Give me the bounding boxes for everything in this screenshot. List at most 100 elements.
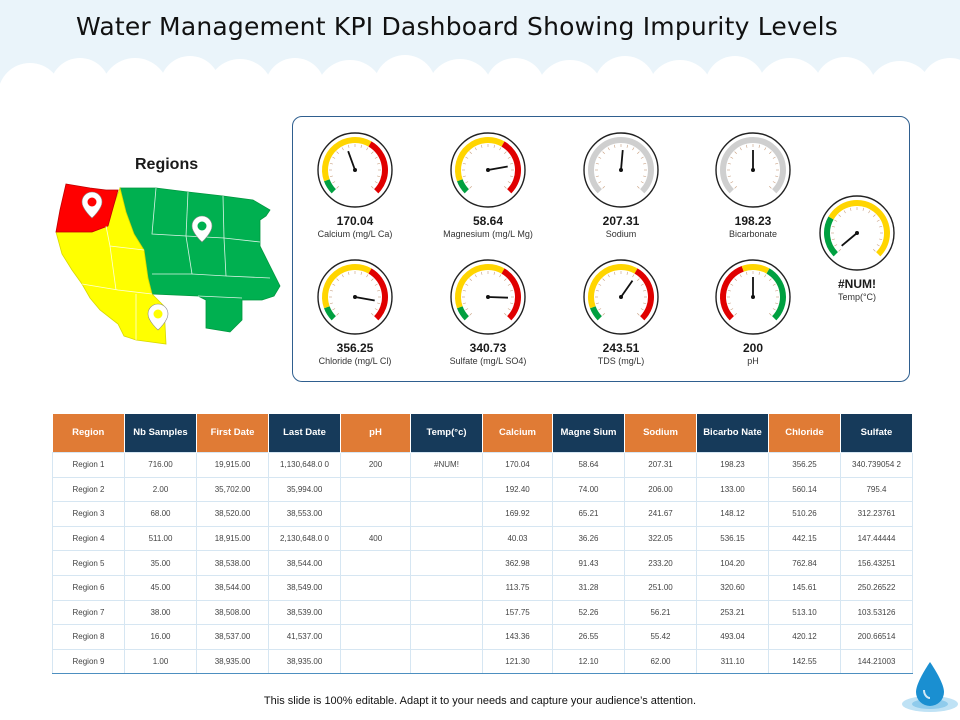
gauge-tick	[769, 151, 772, 154]
gauge-tick	[336, 186, 339, 189]
gauge-tick	[595, 302, 599, 305]
table-cell: 192.40	[482, 476, 553, 503]
table-cell: 133.00	[696, 476, 769, 503]
gauge-tick	[772, 283, 776, 286]
table-row: Region 9 1.00 38,935.00 38,935.00 121.30 12.1…	[52, 648, 913, 675]
gauge-band	[501, 141, 521, 194]
regions-map	[55, 183, 281, 345]
gauge-tick	[775, 289, 779, 292]
gauge-tick	[834, 244, 838, 247]
table-cell: 442.15	[768, 525, 841, 552]
table-cell: 38,935.00	[268, 648, 341, 675]
gauge-tick	[730, 181, 734, 184]
gauge-tick	[493, 271, 496, 275]
gauge-tick	[332, 181, 336, 184]
gauge-band	[588, 264, 638, 309]
gauge-tick	[474, 147, 477, 151]
gauge-tick	[462, 175, 466, 178]
column-header[interactable]: pH	[340, 414, 411, 453]
gauge-tick	[329, 162, 333, 165]
table-cell: 400	[340, 525, 411, 552]
gauge-tick	[730, 308, 734, 311]
table-cell: 56.21	[624, 599, 697, 626]
region-cell: Region 2	[52, 476, 125, 503]
gauge-band	[720, 265, 744, 321]
gauge-band	[828, 200, 890, 257]
gauge-tick	[739, 147, 742, 151]
table-cell: 68.00	[124, 501, 197, 527]
table-cell: 207.31	[624, 452, 697, 478]
column-header[interactable]: First Date	[196, 414, 269, 453]
table-cell: 170.04	[482, 452, 553, 478]
page-title: Water Management KPI Dashboard Showing I…	[76, 12, 838, 41]
gauge-tick	[329, 175, 333, 178]
column-header[interactable]: Chloride	[768, 414, 841, 453]
table-cell: 38,553.00	[268, 501, 341, 527]
table-cell: 536.15	[696, 525, 769, 552]
gauge-tick	[595, 289, 599, 292]
gauge-hub	[353, 295, 357, 299]
table-cell: 206.00	[624, 476, 697, 503]
gauge-tick	[474, 274, 477, 278]
gauge-tick	[347, 144, 350, 148]
table-cell: 241.67	[624, 501, 697, 527]
gauge-tick	[598, 181, 602, 184]
gauge-tick	[507, 181, 511, 184]
gauge-label: Sodium	[605, 229, 637, 239]
table-row: Region 2 2.00 35,702.00 35,994.00 192.40 74.0…	[52, 476, 913, 503]
column-header[interactable]: Nb Samples	[124, 414, 197, 453]
gauge-needle	[620, 280, 634, 298]
gauge-tick	[879, 225, 883, 228]
gauge-tick	[862, 207, 865, 211]
table-cell: 103.53126	[840, 599, 913, 626]
column-header[interactable]: Calcium	[482, 414, 553, 453]
gauge-tick	[347, 271, 350, 275]
column-header[interactable]: Region	[52, 414, 125, 453]
gauge-tick	[843, 210, 846, 214]
gauge-tick	[764, 274, 767, 278]
gauge-tick	[607, 147, 610, 151]
gauge-tick	[873, 214, 876, 217]
table-cell	[410, 648, 483, 675]
kpi-table: Region Nb Samples First Date Last Date p…	[52, 414, 913, 675]
gauge-value: 200	[742, 341, 764, 355]
table-cell: 233.20	[624, 550, 697, 576]
gauge-label: Magnesium (mg/L Mg)	[443, 229, 533, 239]
map-region-yellow	[55, 186, 167, 345]
gauge-needle	[841, 232, 858, 247]
region-cell: Region 3	[52, 501, 125, 527]
gauge-hub	[751, 168, 755, 172]
gauge-tick	[480, 271, 483, 275]
region-cell: Region 4	[52, 525, 125, 552]
column-header[interactable]: Sulfate	[840, 414, 913, 453]
gauge-dial	[450, 259, 526, 335]
column-header[interactable]: Magne Sium	[552, 414, 625, 453]
gauge-tick	[613, 271, 616, 275]
gauge-hub	[855, 231, 859, 235]
gauge-tick	[360, 144, 363, 148]
gauge-tick	[772, 181, 776, 184]
table-cell: 113.75	[482, 574, 553, 601]
column-header[interactable]: Sodium	[624, 414, 697, 453]
gauge-label: pH	[747, 356, 759, 366]
gauge-tick	[469, 151, 472, 154]
table-cell	[340, 648, 411, 675]
column-header[interactable]: Last Date	[268, 414, 341, 453]
table-cell: 16.00	[124, 624, 197, 650]
table-cell: 55.42	[624, 624, 697, 650]
table-cell: 104.20	[696, 550, 769, 576]
table-cell: 560.14	[768, 476, 841, 503]
table-cell: 12.10	[552, 648, 625, 675]
gauge-tick	[637, 186, 640, 189]
column-header[interactable]: Bicarbo Nate	[696, 414, 769, 453]
table-cell: 362.98	[482, 550, 553, 576]
gauge-tick	[377, 162, 381, 165]
gauge-label: Calcium (mg/L Ca)	[317, 229, 393, 239]
column-header[interactable]: Temp(°c)	[410, 414, 483, 453]
gauge-hub	[619, 295, 623, 299]
table-cell: 45.00	[124, 574, 197, 601]
gauge-hub	[486, 168, 490, 172]
table-cell: 31.28	[552, 574, 625, 601]
table-cell: 38,520.00	[196, 501, 269, 527]
table-cell: 312.23761	[840, 501, 913, 527]
